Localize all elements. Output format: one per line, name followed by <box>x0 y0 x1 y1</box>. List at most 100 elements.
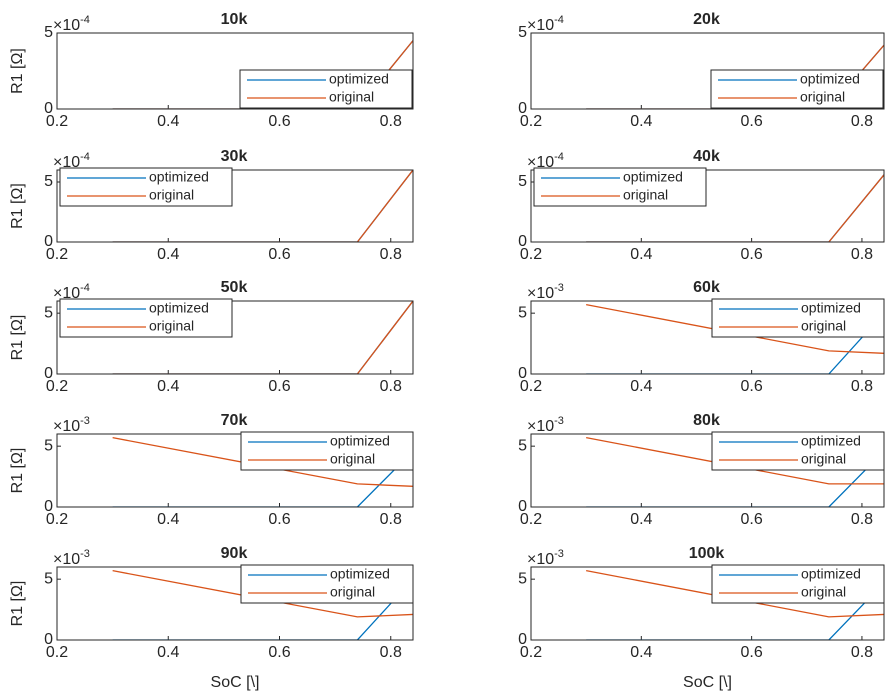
x-tick-label: 0.2 <box>520 644 542 661</box>
legend-label: optimized <box>801 433 861 449</box>
subplot-title: 40k <box>693 148 720 165</box>
x-tick-label: 0.6 <box>268 113 290 130</box>
legend-label: original <box>800 89 845 105</box>
legend: optimized original <box>533 167 707 207</box>
legend-label: optimized <box>149 300 209 316</box>
lines <box>586 174 884 242</box>
x-tick-label: 0.2 <box>46 644 68 661</box>
multiplier-exponent: -3 <box>80 548 90 560</box>
legend-label: original <box>801 584 846 600</box>
subplot: 0.2 0.4 0.6 0.8 0 5 ×10-4 20k optimized original <box>518 11 885 130</box>
legend-box <box>533 167 707 207</box>
legend-box <box>239 69 413 109</box>
x-tick-label: 0.2 <box>520 113 542 130</box>
x-tick-label: 0.4 <box>157 511 179 528</box>
y-multiplier: ×10-4 <box>53 282 90 302</box>
subplot-title: 80k <box>693 412 720 429</box>
x-axis-label: SoC [\] <box>211 674 260 691</box>
subplot-title: 70k <box>221 412 248 429</box>
x-tick-label: 0.2 <box>520 378 542 395</box>
y-axis-label: R1 [Ω] <box>9 48 26 94</box>
y-tick-label: 5 <box>44 173 53 190</box>
series-line <box>586 437 884 485</box>
y-tick-label: 0 <box>518 233 527 250</box>
x-tick-label: 0.6 <box>268 378 290 395</box>
y-multiplier: ×10-3 <box>527 282 564 302</box>
lines <box>112 170 413 242</box>
legend-label: optimized <box>149 169 209 185</box>
legend-box <box>711 564 885 604</box>
legend: optimized original <box>239 69 413 109</box>
y-multiplier: ×10-3 <box>527 415 564 435</box>
multiplier-base: ×10 <box>527 285 554 302</box>
x-tick-label: 0.6 <box>741 378 763 395</box>
multiplier-exponent: -4 <box>80 14 90 26</box>
x-tick-label: 0.4 <box>157 246 179 263</box>
subplot-title: 50k <box>221 279 248 296</box>
y-tick-label: 5 <box>44 570 53 587</box>
x-tick-label: 0.8 <box>851 113 873 130</box>
x-tick-label: 0.8 <box>380 378 402 395</box>
x-tick-label: 0.8 <box>380 246 402 263</box>
subplot: 0.2 0.4 0.6 0.8 0 5×10-3 80k optimized original <box>518 412 885 528</box>
lines <box>586 44 884 109</box>
lines <box>112 40 413 109</box>
y-multiplier: ×10-3 <box>527 548 564 568</box>
y-tick-label: 5 <box>44 304 53 321</box>
y-tick-label: 5 <box>518 24 527 41</box>
legend-box <box>711 431 885 471</box>
y-multiplier: ×10-4 <box>53 151 90 171</box>
y-axis-label: R1 [Ω] <box>9 581 26 627</box>
multiplier-exponent: -4 <box>80 282 90 294</box>
multiplier-base: ×10 <box>527 551 554 568</box>
x-tick-label: 0.4 <box>157 378 179 395</box>
x-tick-label: 0.8 <box>380 511 402 528</box>
axes-box <box>530 32 885 110</box>
legend-box <box>59 298 233 338</box>
legend-label: original <box>623 187 668 203</box>
series-line <box>112 570 413 618</box>
x-tick-label: 0.4 <box>630 113 652 130</box>
subplot: 0.2 0.4 0.6 0.8 0 5×10-3 60k optimized original <box>518 279 885 395</box>
x-tick-label: 0.4 <box>630 644 652 661</box>
x-tick-label: 0.6 <box>741 246 763 263</box>
series-line <box>112 437 413 487</box>
y-tick-label: 5 <box>518 173 527 190</box>
x-tick-label: 0.2 <box>46 113 68 130</box>
legend: optimized original <box>240 564 414 604</box>
multiplier-base: ×10 <box>53 285 80 302</box>
y-multiplier: ×10-3 <box>53 415 90 435</box>
subplot: 0.2 0.4 0.6 0.8 0 5×10-4 50k R1 [Ω] optimized ori… <box>9 279 414 395</box>
subplot-title: 10k <box>221 11 248 28</box>
multiplier-base: ×10 <box>53 17 80 34</box>
multiplier-exponent: -3 <box>80 415 90 427</box>
legend-label: optimized <box>330 433 390 449</box>
legend: optimized original <box>711 298 885 338</box>
x-tick-label: 0.4 <box>630 246 652 263</box>
x-tick-label: 0.8 <box>851 378 873 395</box>
y-tick-label: 0 <box>518 365 527 382</box>
legend-label: original <box>149 318 194 334</box>
legend: optimized original <box>711 431 885 471</box>
x-tick-label: 0.4 <box>157 113 179 130</box>
multiplier-base: ×10 <box>53 418 80 435</box>
y-tick-label: 5 <box>44 24 53 41</box>
y-tick-label: 0 <box>518 631 527 648</box>
x-tick-label: 0.2 <box>46 246 68 263</box>
x-tick-label: 0.8 <box>380 113 402 130</box>
y-tick-label: 0 <box>44 365 53 382</box>
y-tick-label: 5 <box>44 437 53 454</box>
multiplier-base: ×10 <box>527 418 554 435</box>
y-tick-label: 0 <box>518 498 527 515</box>
multiplier-exponent: -4 <box>554 151 564 163</box>
x-tick-label: 0.8 <box>851 644 873 661</box>
x-tick-label: 0.6 <box>268 644 290 661</box>
subplot: 0.2 0.4 0.6 0.8 0 5×10-4 30k R1 [Ω] optimized ori… <box>9 148 414 263</box>
x-tick-label: 0.2 <box>520 246 542 263</box>
multiplier-exponent: -3 <box>554 415 564 427</box>
subplot: 0.2 0.4 0.6 0.8 0 5×10-3 70k R1 [Ω] optimized ori… <box>9 412 414 528</box>
y-axis-label: R1 [Ω] <box>9 315 26 361</box>
x-tick-label: 0.8 <box>851 246 873 263</box>
y-multiplier: ×10-4 <box>53 14 90 34</box>
